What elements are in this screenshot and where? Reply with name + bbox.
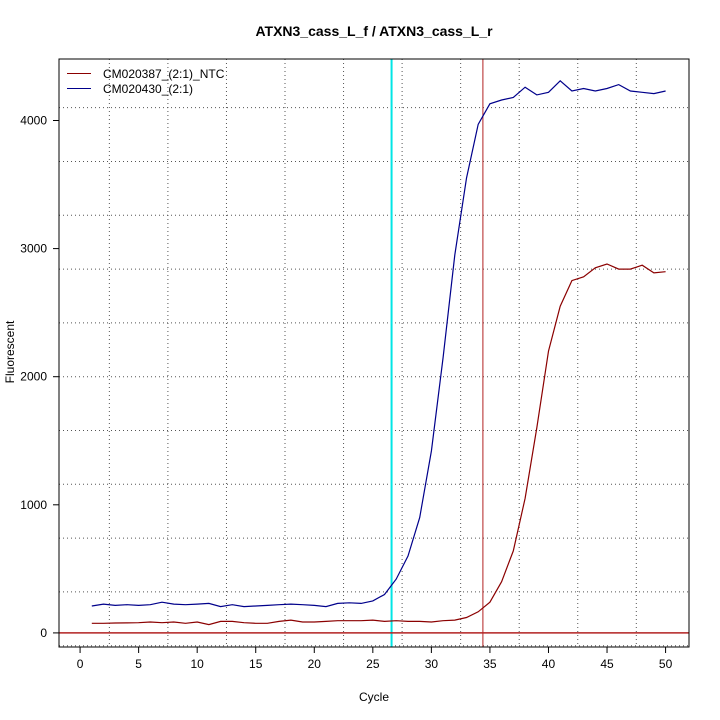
series-lines bbox=[91, 79, 666, 626]
series-line-0 bbox=[91, 263, 666, 626]
chart-title: ATXN3_cass_L_f / ATXN3_cass_L_r bbox=[255, 23, 493, 39]
x-tick-label: 45 bbox=[600, 657, 614, 671]
legend-label-ntc: CM020387_(2:1)_NTC bbox=[103, 67, 225, 81]
y-tick-label: 0 bbox=[40, 626, 47, 640]
x-tick-label: 5 bbox=[135, 657, 142, 671]
plot-frame bbox=[58, 58, 690, 648]
x-axis-label: Cycle bbox=[359, 690, 389, 704]
threshold-lines bbox=[390, 59, 484, 647]
y-tick-label: 4000 bbox=[20, 113, 47, 127]
x-tick-label: 30 bbox=[425, 657, 439, 671]
x-tick-label: 20 bbox=[308, 657, 322, 671]
x-tick-label: 40 bbox=[542, 657, 556, 671]
y-axis: 0 1000 2000 3000 4000 bbox=[20, 113, 59, 640]
x-tick-label: 35 bbox=[483, 657, 497, 671]
y-tick-label: 3000 bbox=[20, 242, 47, 256]
x-tick-label: 50 bbox=[659, 657, 673, 671]
y-tick-label: 1000 bbox=[20, 498, 47, 512]
x-tick-label: 10 bbox=[190, 657, 204, 671]
x-tick-label: 15 bbox=[249, 657, 263, 671]
y-axis-label: Fluorescent bbox=[3, 320, 17, 383]
x-tick-label: 25 bbox=[366, 657, 380, 671]
series-line-1 bbox=[91, 79, 666, 608]
y-tick-label: 2000 bbox=[20, 370, 47, 384]
legend-label-sample: CM020430_(2:1) bbox=[103, 82, 193, 96]
legend: CM020387_(2:1)_NTC CM020430_(2:1) bbox=[67, 67, 225, 96]
grid-lines bbox=[59, 59, 689, 647]
x-tick-label: 0 bbox=[77, 657, 84, 671]
x-axis: 0 5 10 15 20 25 30 35 40 45 50 bbox=[77, 647, 673, 671]
